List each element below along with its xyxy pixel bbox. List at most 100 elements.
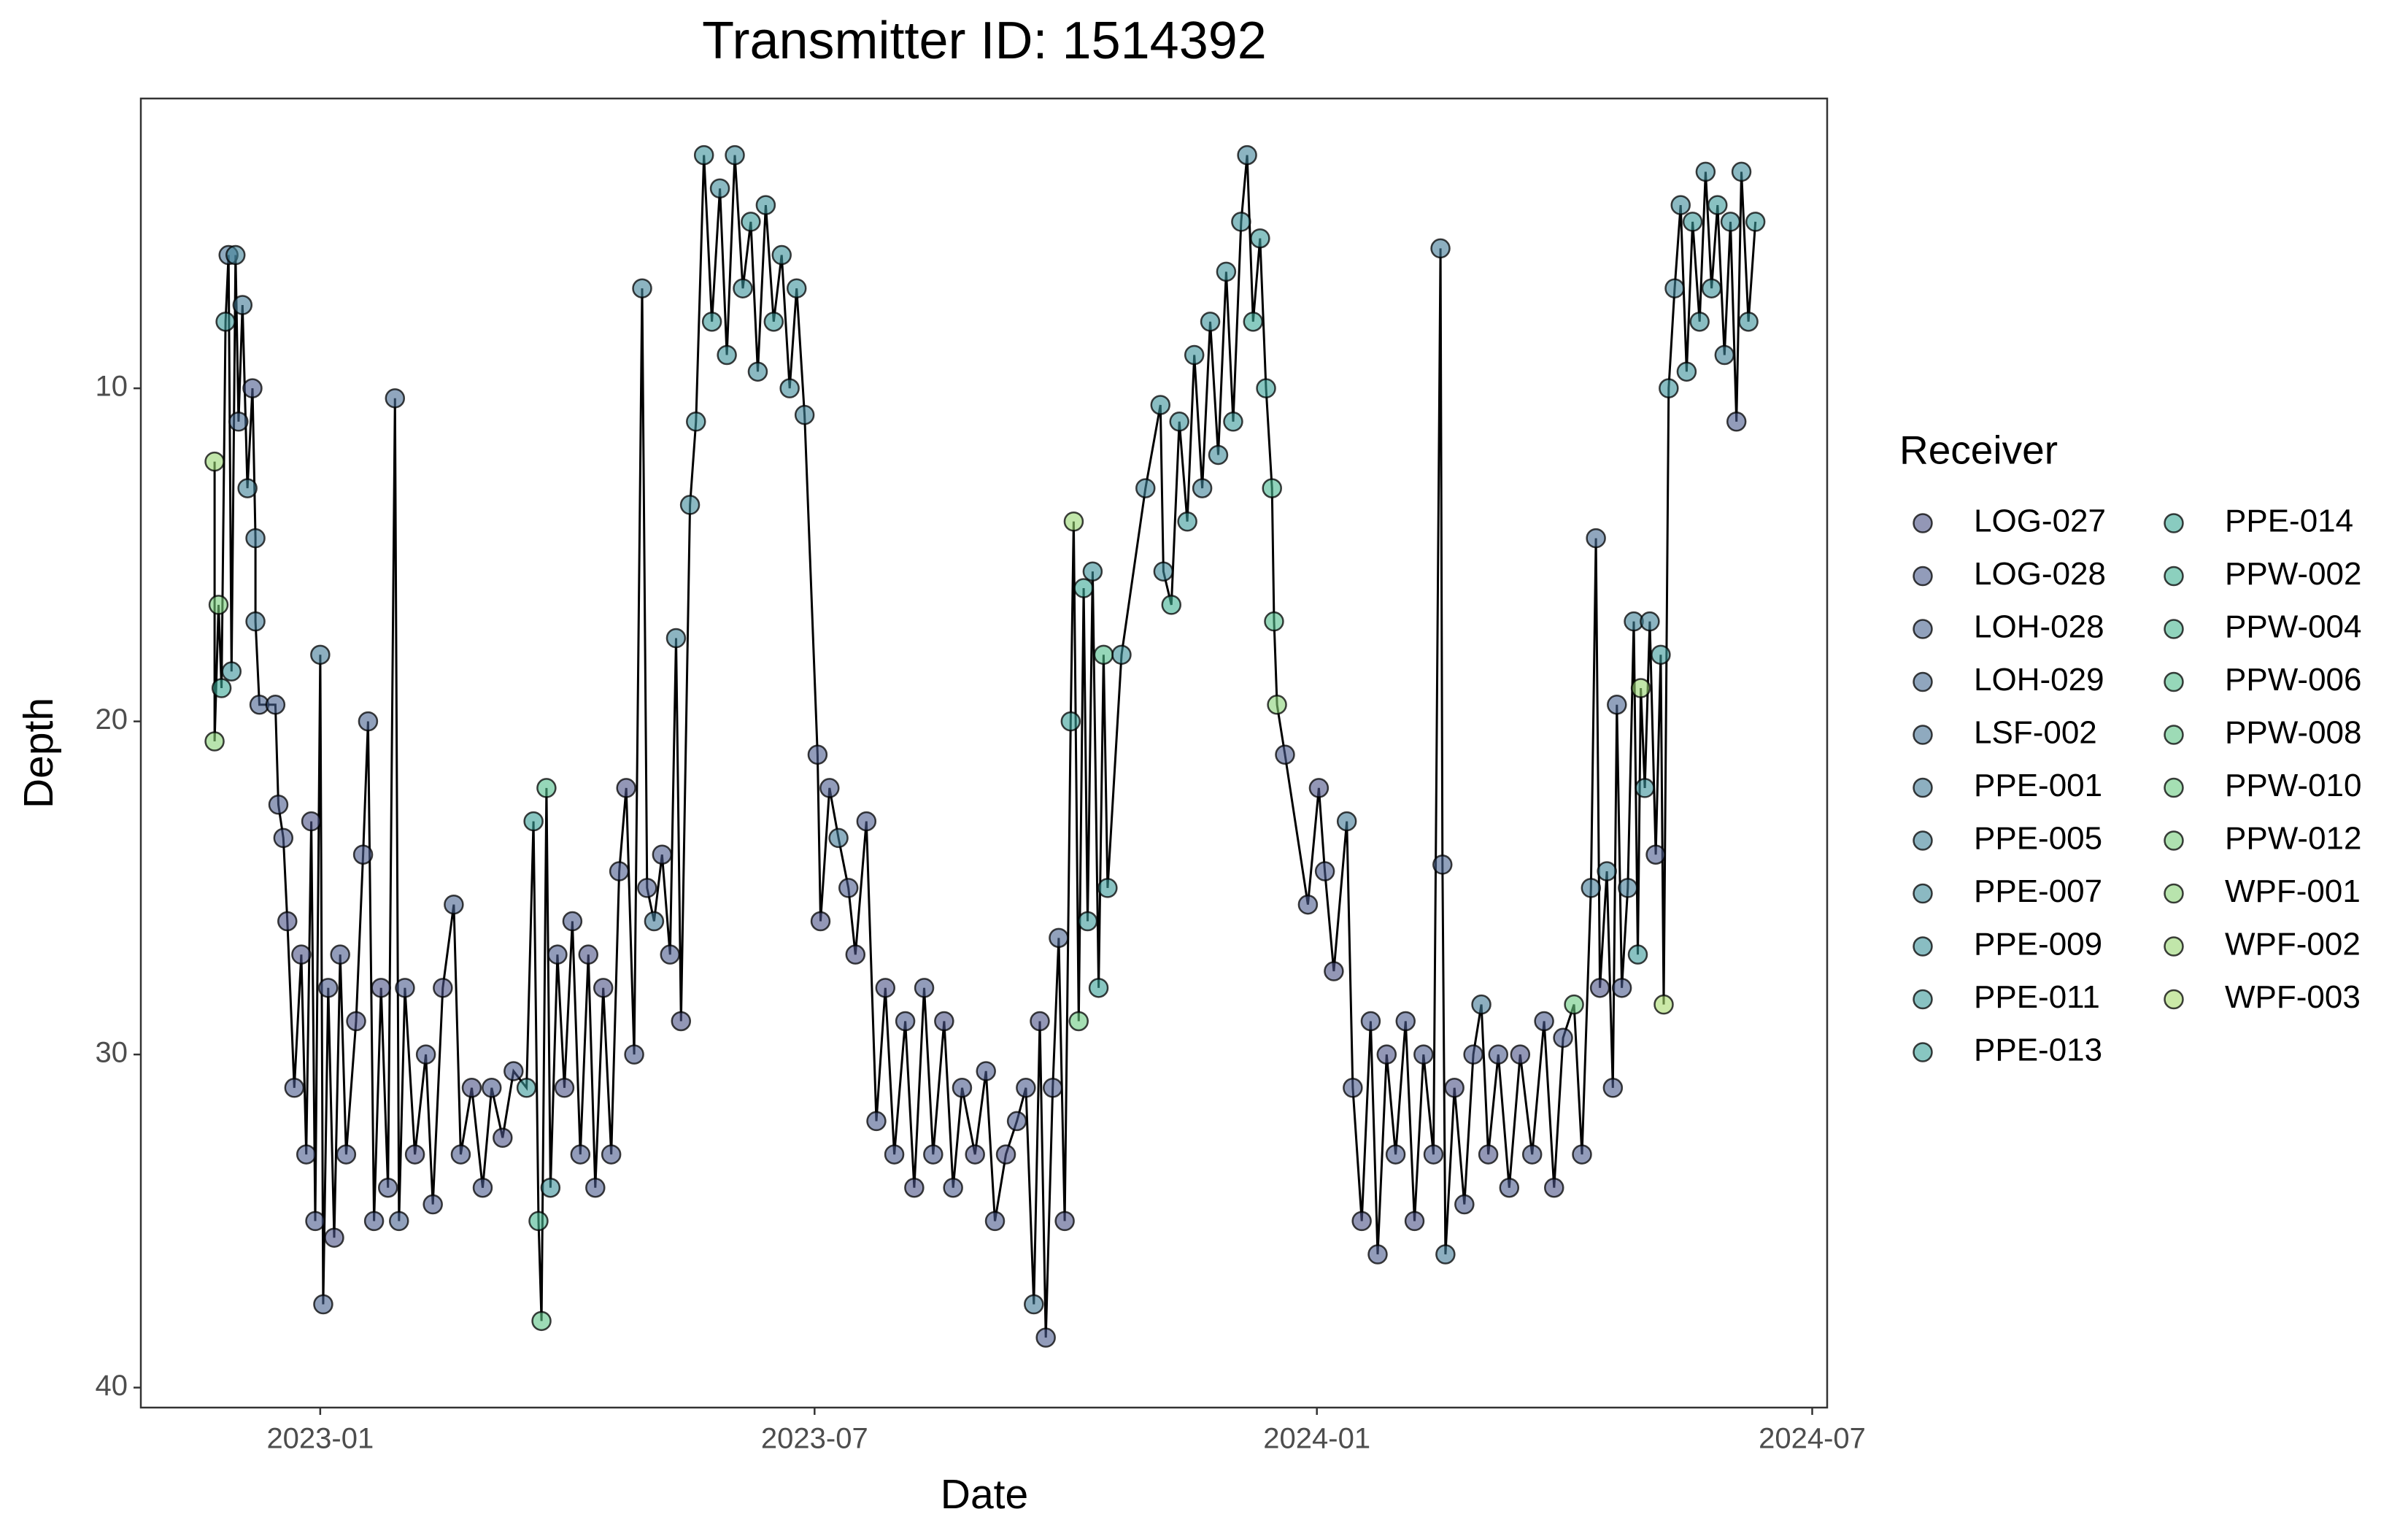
detection-point	[1077, 911, 1098, 932]
detection-point	[1510, 1044, 1531, 1065]
detection-point	[371, 978, 391, 998]
legend-label: PPE-014	[2225, 503, 2353, 539]
detection-point	[644, 911, 665, 932]
detection-point	[1589, 978, 1610, 998]
detection-point	[211, 678, 232, 698]
detection-point	[601, 1144, 622, 1165]
legend-marker	[1913, 725, 1933, 745]
detection-point	[1544, 1177, 1564, 1198]
detection-point	[763, 312, 784, 332]
detection-point	[318, 978, 339, 998]
detection-point	[686, 412, 706, 432]
chart-title: Transmitter ID: 1514392	[702, 12, 1267, 70]
detection-point	[1564, 994, 1584, 1015]
detection-point	[433, 978, 453, 998]
detection-point	[1635, 778, 1655, 798]
detection-point	[245, 528, 266, 549]
detection-point	[1432, 854, 1453, 875]
detection-point	[828, 827, 849, 849]
legend-marker	[1913, 777, 1933, 798]
detection-point	[330, 944, 350, 965]
detection-point	[346, 1011, 366, 1032]
detection-point	[324, 1227, 344, 1248]
detection-point	[747, 361, 768, 382]
detection-point	[845, 944, 866, 965]
detection-point	[1738, 312, 1759, 332]
detection-point	[503, 1061, 524, 1081]
detection-point	[1367, 1244, 1388, 1265]
detection-point	[444, 894, 464, 915]
detection-point	[208, 595, 229, 615]
detection-point	[291, 944, 312, 965]
legend-marker	[1913, 1042, 1933, 1062]
detection-point	[1068, 1011, 1089, 1032]
detection-point	[725, 144, 745, 166]
detection-point	[578, 944, 599, 965]
legend-marker	[2164, 725, 2184, 745]
legend-marker	[2164, 513, 2184, 533]
detection-point	[1689, 312, 1710, 332]
detection-point	[866, 1111, 887, 1132]
legend-label: WPF-003	[2225, 979, 2361, 1015]
detection-point	[540, 1177, 561, 1198]
detection-point	[310, 644, 331, 665]
detection-point	[1351, 1211, 1372, 1232]
detection-point	[995, 1144, 1016, 1165]
detection-point	[1731, 161, 1752, 182]
detection-point	[652, 844, 673, 865]
legend-marker	[2164, 671, 2184, 692]
legend-marker	[2164, 883, 2184, 904]
detection-point	[284, 1078, 305, 1098]
detection-point	[1534, 1011, 1554, 1032]
detection-point	[493, 1127, 513, 1148]
detection-point	[1720, 212, 1741, 232]
y-tick-label: 20	[96, 703, 128, 736]
detection-point	[562, 911, 583, 932]
detection-point	[1093, 644, 1114, 665]
detection-point	[1324, 961, 1344, 981]
detection-point	[709, 178, 730, 199]
detection-point	[807, 744, 828, 765]
legend-label: LOG-028	[1974, 556, 2106, 592]
detection-point	[1376, 1044, 1397, 1065]
detection-point	[693, 144, 714, 166]
detection-point	[1308, 778, 1330, 798]
detection-point	[450, 1144, 471, 1165]
legend-label: WPF-001	[2225, 873, 2361, 909]
detection-point	[1060, 711, 1081, 732]
detection-point	[914, 978, 935, 998]
detection-point	[336, 1144, 357, 1165]
detection-point	[856, 811, 877, 832]
detection-point	[1707, 195, 1728, 215]
legend-label: PPW-008	[2225, 715, 2362, 751]
detection-point	[779, 378, 800, 398]
detection-point	[1471, 994, 1492, 1015]
detection-point	[671, 1011, 692, 1032]
legend-label: LOH-029	[1974, 662, 2104, 698]
legend-marker	[1913, 513, 1933, 533]
detection-point	[237, 478, 258, 498]
detection-point	[810, 911, 831, 932]
detection-point	[616, 778, 636, 798]
detection-point	[273, 827, 294, 849]
detection-point	[1267, 695, 1287, 715]
detection-point	[204, 451, 225, 472]
detection-point	[482, 1078, 502, 1098]
detection-point	[1404, 1211, 1425, 1232]
detection-point	[313, 1294, 333, 1315]
legend-marker	[1913, 830, 1933, 851]
detection-point	[679, 495, 701, 515]
detection-point	[965, 1144, 985, 1165]
legend-marker	[1913, 883, 1933, 904]
detection-point	[1521, 1144, 1543, 1165]
detection-point	[215, 312, 236, 332]
detection-point	[1016, 1078, 1036, 1098]
detection-point	[228, 412, 249, 432]
detection-point	[1150, 395, 1171, 415]
detection-point	[1602, 1078, 1624, 1098]
legend-marker	[1913, 566, 1933, 587]
detection-point	[1627, 944, 1648, 965]
detection-point	[389, 1211, 409, 1232]
legend-label: PPW-004	[2225, 609, 2362, 645]
detection-point	[1264, 611, 1284, 632]
